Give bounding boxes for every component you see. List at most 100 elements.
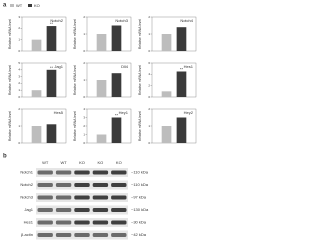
plot-frame bbox=[21, 16, 67, 52]
blot-band bbox=[37, 208, 53, 212]
y-tick-label: 0 bbox=[83, 141, 85, 145]
chart-title: Notch2 bbox=[50, 18, 63, 23]
y-tick-label: 4 bbox=[148, 72, 150, 76]
annotation: ** bbox=[50, 65, 54, 70]
bar bbox=[96, 34, 107, 51]
annotation: ** bbox=[50, 21, 54, 26]
bar bbox=[96, 134, 107, 143]
annotation: ** bbox=[180, 67, 184, 72]
bar bbox=[31, 39, 42, 51]
bar bbox=[46, 26, 57, 51]
y-axis-label: Relative mRNA level bbox=[8, 19, 12, 49]
bar bbox=[176, 71, 187, 97]
y-axis-label: Relative mRNA level bbox=[73, 19, 77, 49]
blot-band bbox=[111, 233, 127, 237]
blot-band bbox=[92, 170, 109, 175]
annotation: ** bbox=[115, 113, 119, 118]
y-tick-label: 2 bbox=[83, 61, 85, 65]
bar bbox=[161, 126, 172, 143]
y-tick-label: 3 bbox=[83, 115, 85, 119]
plot-frame bbox=[151, 62, 197, 98]
y-tick-label: 2 bbox=[83, 124, 85, 128]
blot-band bbox=[37, 170, 53, 175]
lane-label: KO bbox=[98, 160, 104, 165]
legend-swatch bbox=[28, 4, 32, 7]
y-tick-label: 3 bbox=[18, 74, 20, 78]
y-axis-label: Relative mRNA level bbox=[73, 65, 77, 95]
blot-band bbox=[92, 233, 109, 237]
y-tick-label: 0 bbox=[18, 141, 20, 145]
y-tick-label: 2 bbox=[148, 15, 150, 19]
y-axis-label: Relative mRNA level bbox=[8, 65, 12, 95]
y-tick-label: 3 bbox=[18, 15, 20, 19]
panel-label: b bbox=[3, 154, 7, 160]
chart-title: Hes1 bbox=[184, 64, 194, 69]
bar bbox=[161, 34, 172, 51]
lane-label: KO bbox=[79, 160, 85, 165]
blot-band bbox=[111, 195, 127, 200]
blot-band bbox=[111, 183, 127, 187]
figure: a b WT KO Notch2 Relative mRNA level 0 1 2 3 ** N… bbox=[3, 3, 197, 240]
plot-frame bbox=[21, 62, 67, 98]
size-label: ~110 kDa bbox=[131, 170, 149, 175]
blot-band bbox=[74, 220, 90, 225]
bar bbox=[111, 117, 122, 143]
panel-label: a bbox=[3, 3, 7, 9]
blot-band bbox=[92, 220, 109, 225]
blot-band bbox=[74, 208, 90, 212]
y-tick-label: 0 bbox=[148, 95, 150, 99]
y-tick-label: 2 bbox=[148, 107, 150, 111]
bar bbox=[111, 25, 122, 51]
bar bbox=[176, 117, 187, 143]
y-tick-label: 1 bbox=[83, 32, 85, 36]
blot-band bbox=[92, 183, 109, 187]
y-tick-label: 1 bbox=[83, 132, 85, 136]
bar bbox=[46, 124, 57, 143]
blot-band bbox=[74, 233, 90, 237]
blot-band bbox=[111, 220, 127, 225]
y-axis-label: Relative mRNA level bbox=[138, 111, 142, 141]
y-tick-label: 0 bbox=[148, 49, 150, 53]
blot-band bbox=[92, 195, 109, 200]
y-axis-label: Relative mRNA level bbox=[8, 111, 12, 141]
row-label: Jag1 bbox=[24, 207, 33, 212]
size-label: ~110 kDa bbox=[131, 182, 149, 187]
chart-title: Dll4 bbox=[121, 64, 129, 69]
y-tick-label: 2 bbox=[18, 81, 20, 85]
size-label: ~30 kDa bbox=[131, 220, 147, 225]
blot-band bbox=[55, 220, 72, 225]
y-tick-label: 2 bbox=[18, 107, 20, 111]
bar bbox=[96, 80, 107, 97]
bar bbox=[46, 69, 57, 97]
lane-label: WT bbox=[42, 160, 49, 165]
y-tick-label: 2 bbox=[83, 15, 85, 19]
size-label: ~42 kDa bbox=[131, 232, 147, 237]
blot-band bbox=[37, 183, 53, 187]
blot-band bbox=[111, 170, 127, 175]
legend-label: WT bbox=[16, 3, 23, 8]
blot-band bbox=[55, 233, 72, 237]
blot-band bbox=[111, 208, 127, 212]
y-tick-label: 4 bbox=[83, 107, 85, 111]
chart-title: Hey2 bbox=[184, 110, 194, 115]
legend-swatch bbox=[10, 4, 14, 7]
y-tick-label: 4 bbox=[18, 68, 20, 72]
size-label: ~130 kDa bbox=[131, 207, 149, 212]
y-tick-label: 1 bbox=[83, 78, 85, 82]
y-tick-label: 1 bbox=[148, 32, 150, 36]
y-tick-label: 0 bbox=[18, 95, 20, 99]
y-tick-label: 0 bbox=[83, 95, 85, 99]
blot-band bbox=[55, 170, 72, 175]
chart-title: Notch4 bbox=[180, 18, 193, 23]
blot-band bbox=[55, 183, 72, 187]
blot-band bbox=[55, 195, 72, 200]
bar bbox=[31, 90, 42, 97]
y-tick-label: 2 bbox=[148, 83, 150, 87]
blot-band bbox=[37, 220, 53, 225]
bar bbox=[111, 73, 122, 97]
y-tick-label: 5 bbox=[18, 61, 20, 65]
blot-band bbox=[37, 195, 53, 200]
row-label: Notch3 bbox=[20, 195, 33, 200]
y-tick-label: 0 bbox=[18, 49, 20, 53]
y-axis-label: Relative mRNA level bbox=[138, 19, 142, 49]
